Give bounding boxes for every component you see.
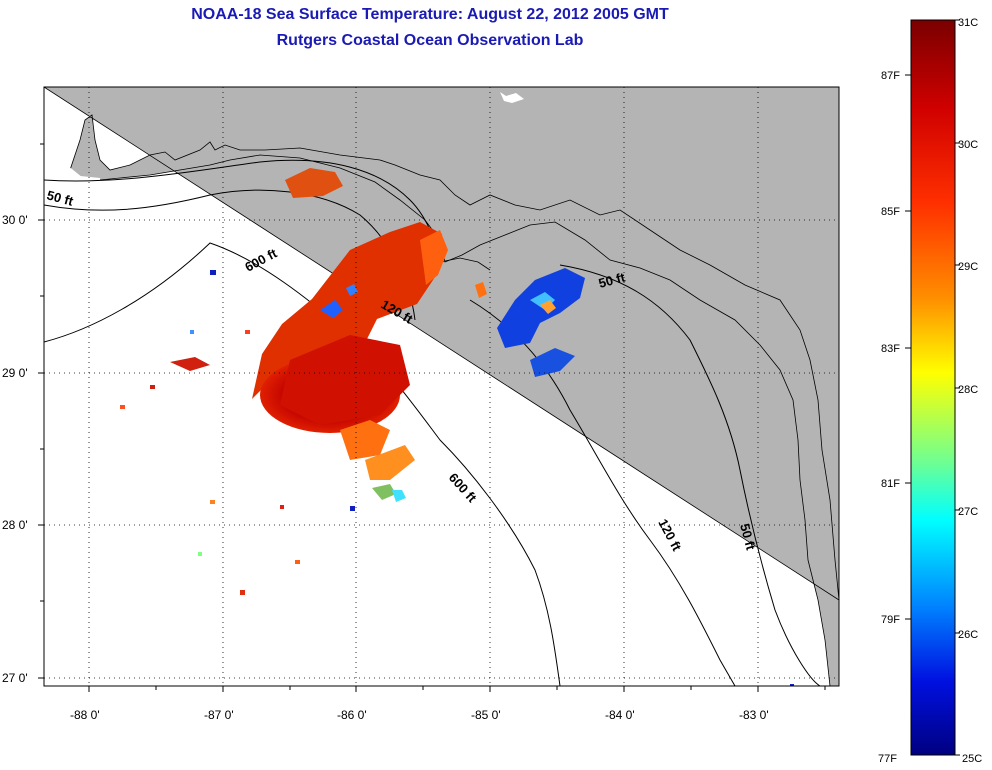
colorbar-fahrenheit-label: 79F	[881, 614, 900, 626]
map-title: NOAA-18 Sea Surface Temperature: August …	[191, 6, 669, 23]
sst-scattered-pixels	[120, 270, 794, 686]
lat-label: 30 0'	[2, 213, 28, 227]
colorbar-celsius-label: 26C	[958, 629, 978, 641]
lon-label: -88 0'	[70, 708, 100, 722]
colorbar-fahrenheit-label: 81F	[881, 478, 900, 490]
lat-label: 28 0'	[2, 518, 28, 532]
contour-120ft-east	[469, 299, 736, 686]
contour-label: 50 ft	[45, 187, 75, 209]
colorbar-celsius-label: 27C	[958, 506, 978, 518]
colorbar-fahrenheit-label: 77F	[878, 753, 897, 765]
lon-label: -86 0'	[337, 708, 367, 722]
colorbar-fahrenheit-label: 87F	[881, 70, 900, 82]
lat-label: 29 0'	[2, 366, 28, 380]
land-mass	[44, 87, 839, 686]
contour-50ft	[44, 159, 441, 263]
lon-label: -85 0'	[471, 708, 501, 722]
colorbar-fahrenheit-label: 83F	[881, 343, 900, 355]
colorbar	[910, 19, 956, 756]
lon-label: -84 0'	[605, 708, 635, 722]
lon-label: -87 0'	[204, 708, 234, 722]
colorbar-celsius-label: 30C	[958, 139, 978, 151]
sst-cool-patch	[320, 268, 585, 377]
colorbar-fahrenheit-label: 85F	[881, 206, 900, 218]
contour-label: 50 ft	[737, 522, 759, 552]
island	[500, 92, 524, 103]
lon-label: -83 0'	[739, 708, 769, 722]
lat-label: 27 0'	[2, 671, 28, 685]
colorbar-celsius-label: 25C	[962, 753, 982, 765]
colorbar-celsius-label: 28C	[958, 384, 978, 396]
map-subtitle: Rutgers Coastal Ocean Observation Lab	[276, 32, 584, 49]
map-frame	[43, 86, 840, 687]
colorbar-celsius-label: 29C	[958, 261, 978, 273]
contour-label: 50 ft	[597, 269, 627, 291]
sst-warm-patch	[170, 168, 487, 502]
contour-50ft-east	[559, 264, 821, 686]
colorbar-celsius-label: 31C	[958, 17, 978, 29]
